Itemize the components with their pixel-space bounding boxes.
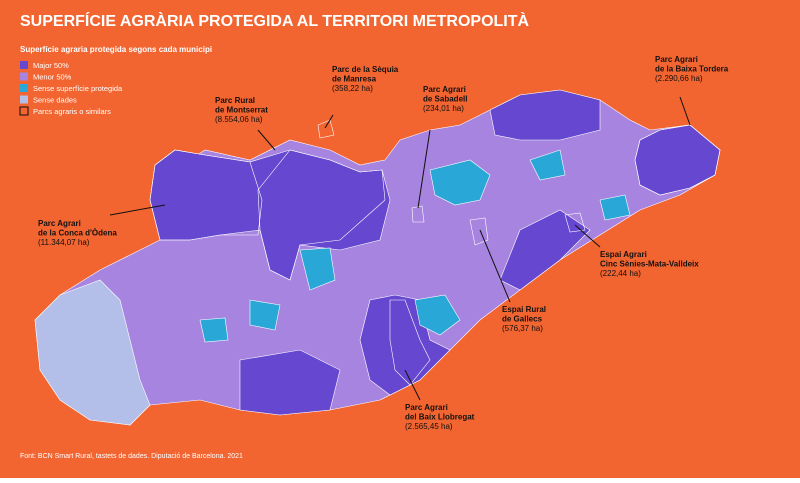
- region-more-50: [239, 349, 341, 416]
- region-no-protected: [529, 149, 566, 181]
- park-name: Parc Rural: [215, 96, 255, 105]
- legend-label: Parcs agraris o similars: [33, 107, 111, 116]
- park-area: (358,22 ha): [332, 84, 373, 93]
- legend-swatch: [20, 84, 28, 92]
- region-no-protected: [249, 299, 281, 331]
- park-area: (8.554,06 ha): [215, 115, 263, 124]
- legend-label: Sense superfície protegida: [33, 84, 123, 93]
- region-no-protected: [429, 159, 491, 206]
- leader-line: [324, 114, 334, 129]
- legend-label: Major 50%: [33, 61, 69, 70]
- title: SUPERFÍCIE AGRÀRIA PROTEGIDA AL TERRITOR…: [20, 11, 530, 30]
- park-name: de Montserrat: [215, 106, 268, 115]
- region-more-50: [359, 294, 451, 396]
- leader-line: [404, 369, 421, 401]
- park-area: (2.290,66 ha): [655, 74, 703, 83]
- leader-line: [679, 96, 691, 126]
- park-name: Espai Agrari: [600, 250, 647, 259]
- leader-line: [257, 129, 276, 151]
- legend-title: Superfície agraria protegida segons cada…: [20, 45, 212, 54]
- park-area: (11.344,07 ha): [38, 238, 90, 247]
- source: Font: BCN Smart Rural, tastets de dades.…: [20, 453, 243, 460]
- park-name: Parc de la Sèquia: [332, 65, 399, 74]
- leader-line: [479, 229, 511, 303]
- park-name: de Gallecs: [502, 315, 543, 324]
- park-outlines: [149, 119, 721, 386]
- park-name: de la Baixa Tordera: [655, 65, 729, 74]
- park-name: Parc Agrari: [423, 85, 466, 94]
- park-name: Parc Agrari: [405, 403, 448, 412]
- legend: Major 50% Menor 50% Sense superfície prote…: [19, 61, 123, 116]
- legend-swatch: [20, 95, 28, 104]
- park-name: del Baix Llobregat: [405, 413, 475, 422]
- region-no-protected: [199, 317, 229, 343]
- park-name: Parc Agrari: [655, 55, 698, 64]
- region-no-protected: [599, 194, 631, 221]
- park-name: Cinc Sènies-Mata-Valldeix: [600, 260, 699, 269]
- park-area: (2.565,45 ha): [405, 422, 453, 431]
- region-no-data: [34, 279, 151, 426]
- leader-line: [109, 204, 166, 216]
- park-name: de Sabadell: [423, 95, 467, 104]
- leader-line: [417, 129, 431, 209]
- leader-line: [574, 224, 601, 248]
- park-name: Parc Agrari: [38, 219, 81, 228]
- legend-swatch: [20, 72, 28, 81]
- map: [34, 89, 721, 426]
- legend-label: Menor 50%: [33, 73, 72, 82]
- park-area: (576,37 ha): [502, 324, 543, 333]
- park-area: (222,44 ha): [600, 269, 641, 278]
- region-no-protected: [299, 247, 336, 291]
- legend-swatch: [19, 106, 29, 116]
- park-name: de la Conca d'Òdena: [38, 229, 117, 238]
- park-name: Espai Rural: [502, 305, 546, 314]
- legend-label: Sense dades: [33, 96, 77, 105]
- region-no-protected: [414, 294, 461, 336]
- park-area: (234,01 ha): [423, 104, 464, 113]
- region-more-50: [499, 209, 591, 291]
- park-name: de Manresa: [332, 75, 377, 84]
- region-more-50: [489, 89, 601, 141]
- legend-swatch: [20, 61, 28, 69]
